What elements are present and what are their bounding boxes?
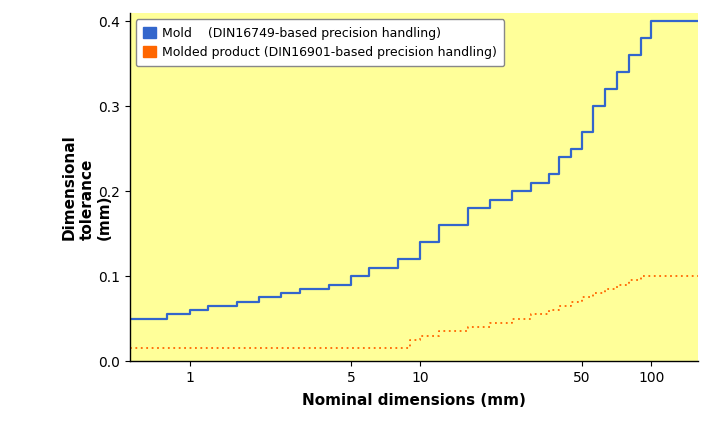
Molded product (DIN16901-based precision handling) — [624, 282, 633, 287]
Molded product (DIN16901-based precision handling) — [636, 273, 645, 279]
Molded product (DIN16901-based precision handling) — [526, 316, 535, 321]
Molded product (DIN16901-based precision handling) — [694, 273, 703, 279]
Mold    (DIN16749-based precision handling) — [694, 19, 703, 24]
Molded product (DIN16901-based precision handling) — [508, 316, 516, 321]
Molded product (DIN16901-based precision handling) — [647, 273, 656, 279]
Molded product (DIN16901-based precision handling) — [665, 273, 674, 279]
Mold    (DIN16749-based precision handling) — [295, 291, 304, 296]
Molded product (DIN16901-based precision handling) — [555, 307, 564, 313]
Molded product (DIN16901-based precision handling) — [544, 312, 553, 317]
Molded product (DIN16901-based precision handling) — [555, 304, 564, 309]
Molded product (DIN16901-based precision handling) — [589, 295, 598, 300]
Mold    (DIN16749-based precision handling) — [555, 155, 564, 160]
Legend: Mold    (DIN16749-based precision handling), Molded product (DIN16901-based prec: Mold (DIN16749-based precision handling)… — [136, 19, 505, 66]
Mold    (DIN16749-based precision handling) — [295, 286, 304, 292]
Molded product (DIN16901-based precision handling) — [589, 291, 598, 296]
Molded product (DIN16901-based precision handling) — [485, 325, 494, 330]
Molded product (DIN16901-based precision handling) — [463, 329, 472, 334]
Mold    (DIN16749-based precision handling) — [577, 129, 586, 135]
Molded product (DIN16901-based precision handling) — [613, 286, 621, 292]
Molded product (DIN16901-based precision handling) — [577, 295, 586, 300]
Molded product (DIN16901-based precision handling) — [125, 345, 134, 350]
Molded product (DIN16901-based precision handling) — [405, 338, 414, 343]
Molded product (DIN16901-based precision handling) — [600, 291, 609, 296]
Molded product (DIN16901-based precision handling) — [600, 286, 609, 292]
Molded product (DIN16901-based precision handling) — [544, 307, 553, 313]
Molded product (DIN16901-based precision handling) — [624, 278, 633, 283]
Molded product (DIN16901-based precision handling) — [405, 345, 414, 350]
Molded product (DIN16901-based precision handling) — [647, 273, 656, 279]
Molded product (DIN16901-based precision handling) — [416, 338, 425, 343]
Molded product (DIN16901-based precision handling) — [485, 320, 494, 326]
Y-axis label: Dimensional
tolerance
(mm): Dimensional tolerance (mm) — [62, 134, 112, 240]
Molded product (DIN16901-based precision handling) — [508, 320, 516, 326]
Molded product (DIN16901-based precision handling) — [613, 282, 621, 287]
Molded product (DIN16901-based precision handling) — [636, 278, 645, 283]
Molded product (DIN16901-based precision handling) — [665, 273, 674, 279]
Molded product (DIN16901-based precision handling) — [434, 329, 443, 334]
Mold    (DIN16749-based precision handling) — [647, 19, 656, 24]
Molded product (DIN16901-based precision handling) — [463, 325, 472, 330]
Molded product (DIN16901-based precision handling) — [577, 299, 586, 304]
Molded product (DIN16901-based precision handling) — [567, 304, 575, 309]
Molded product (DIN16901-based precision handling) — [434, 333, 443, 338]
Mold    (DIN16749-based precision handling) — [665, 19, 674, 24]
Molded product (DIN16901-based precision handling) — [416, 333, 425, 338]
Mold    (DIN16749-based precision handling) — [125, 316, 134, 321]
Molded product (DIN16901-based precision handling) — [526, 312, 535, 317]
Molded product (DIN16901-based precision handling) — [567, 299, 575, 304]
Mold    (DIN16749-based precision handling) — [613, 70, 621, 75]
X-axis label: Nominal dimensions (mm): Nominal dimensions (mm) — [302, 393, 526, 408]
Line: Molded product (DIN16901-based precision handling): Molded product (DIN16901-based precision… — [130, 276, 698, 347]
Line: Mold    (DIN16749-based precision handling): Mold (DIN16749-based precision handling) — [130, 22, 698, 319]
